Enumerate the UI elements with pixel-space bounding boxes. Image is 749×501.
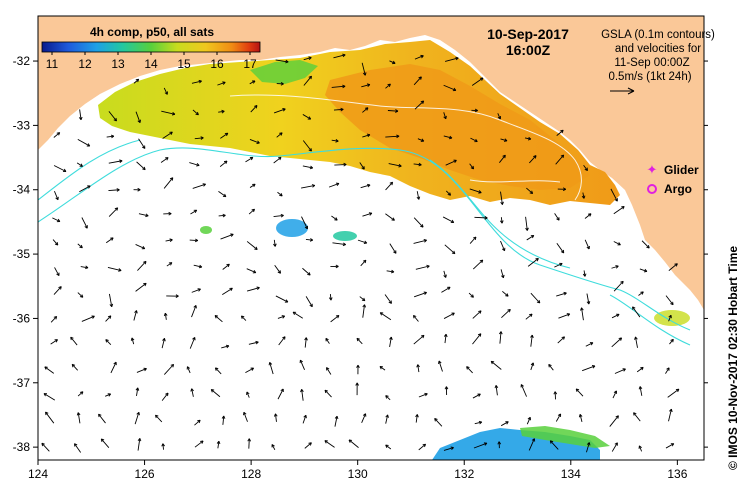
colorbar-tick-label: 15 [177, 57, 191, 71]
colorbar-tick-label: 13 [111, 57, 125, 71]
colorbar-tick-label: 14 [144, 57, 158, 71]
argo-label: Argo [664, 182, 692, 196]
colorbar-title: 4h comp, p50, all sats [90, 25, 214, 39]
y-tick-label: -34 [13, 183, 31, 197]
glider-label: Glider [664, 163, 699, 177]
annotation-line-4: 0.5m/s (1kt 24h) [608, 71, 691, 83]
sst-eddy-patch [276, 219, 308, 237]
annotation-line-3: 11-Sep 00:00Z [614, 57, 689, 69]
y-tick-label: -38 [13, 440, 31, 454]
sst-small-patch [200, 226, 212, 234]
y-tick-label: -33 [13, 118, 31, 132]
y-tick-label: -37 [13, 376, 31, 390]
time-label: 16:00Z [506, 42, 551, 58]
x-tick-label: 124 [28, 467, 48, 481]
annotation-line-2: and velocities for [615, 43, 701, 55]
colorbar-tick-label: 16 [210, 57, 224, 71]
x-tick-label: 126 [135, 467, 155, 481]
colorbar-tick-label: 17 [243, 57, 257, 71]
x-tick-label: 130 [348, 467, 368, 481]
colorbar-gradient [42, 42, 260, 52]
date-label: 10-Sep-2017 [487, 26, 569, 42]
y-tick-label: -35 [13, 247, 31, 261]
x-axis: 124 126 128 130 132 134 136 [28, 460, 688, 481]
sst-small-patch [654, 310, 690, 326]
colorbar-tick-label: 11 [46, 57, 59, 71]
y-tick-label: -36 [13, 311, 31, 325]
glider-marker-icon: ✦ [647, 162, 658, 177]
colorbar-tick-label: 12 [78, 57, 92, 71]
annotation-line-1: GSLA (0.1m contours) [601, 29, 715, 41]
credit-text: © IMOS 10-Nov-2017 02:30 Hobart Time [726, 246, 740, 470]
x-tick-label: 132 [454, 467, 474, 481]
x-tick-label: 136 [667, 467, 687, 481]
y-tick-label: -32 [13, 54, 31, 68]
sst-small-patch [333, 231, 357, 241]
x-tick-label: 134 [561, 467, 581, 481]
x-tick-label: 128 [241, 467, 261, 481]
